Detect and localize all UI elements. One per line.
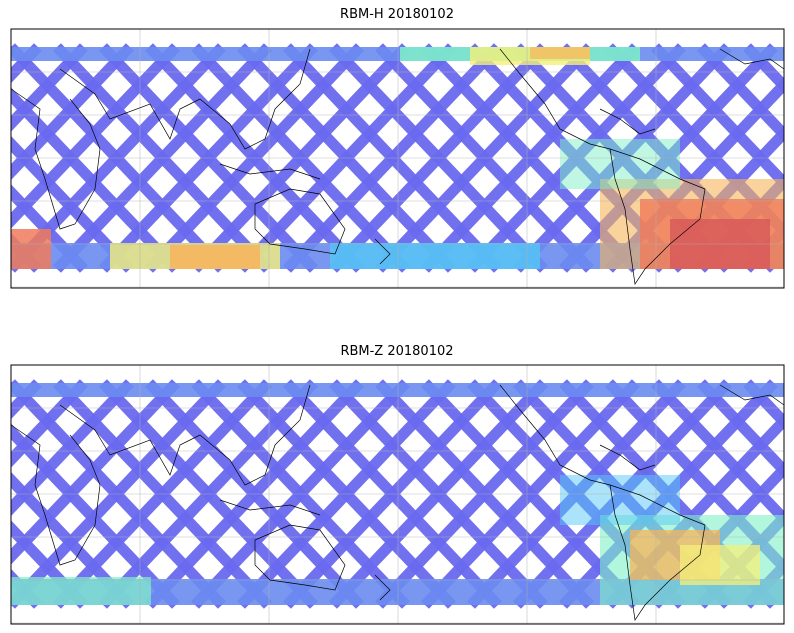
swath-track bbox=[697, 43, 784, 143]
hotspot bbox=[560, 139, 680, 189]
hotspot bbox=[680, 545, 760, 585]
map-panel-rbm-h bbox=[11, 29, 784, 288]
coastline bbox=[59, 68, 201, 140]
coastline bbox=[609, 484, 706, 621]
hotspot bbox=[170, 245, 260, 269]
coastline bbox=[59, 404, 201, 476]
coastlines bbox=[11, 384, 784, 621]
hotspot bbox=[530, 47, 590, 59]
coastline bbox=[11, 88, 101, 230]
map-frame bbox=[10, 28, 785, 289]
coastline bbox=[499, 384, 611, 486]
swath-track bbox=[697, 379, 784, 479]
map-frame bbox=[10, 364, 785, 625]
coastline bbox=[199, 48, 311, 150]
coastline bbox=[599, 108, 656, 135]
panel-title-rbm-z: RBM-Z 20180102 bbox=[340, 344, 454, 359]
hotspot bbox=[11, 577, 151, 605]
coastline bbox=[374, 574, 391, 601]
hotspot bbox=[330, 243, 540, 269]
coastline bbox=[219, 499, 321, 516]
gridlines bbox=[11, 365, 784, 624]
coastline bbox=[199, 384, 311, 486]
coastline bbox=[499, 48, 611, 150]
coastlines bbox=[11, 48, 784, 285]
north-belt bbox=[11, 47, 784, 61]
coastline bbox=[599, 444, 656, 471]
coastline bbox=[219, 163, 321, 180]
hotspot bbox=[560, 475, 680, 525]
coastline bbox=[11, 424, 101, 566]
swath-track bbox=[743, 379, 784, 430]
gridlines bbox=[11, 29, 784, 288]
coastline bbox=[374, 238, 391, 265]
coastline bbox=[254, 524, 346, 591]
panel-title-rbm-h: RBM-H 20180102 bbox=[340, 7, 454, 22]
hotspot-layer bbox=[11, 47, 784, 269]
hotspot bbox=[11, 229, 51, 269]
coastline bbox=[719, 384, 784, 406]
coastline bbox=[719, 48, 784, 70]
north-belt bbox=[11, 383, 784, 397]
coastline bbox=[609, 148, 706, 285]
swath-track bbox=[743, 43, 784, 94]
map-panel-rbm-z bbox=[11, 365, 784, 624]
coastline bbox=[254, 188, 346, 255]
